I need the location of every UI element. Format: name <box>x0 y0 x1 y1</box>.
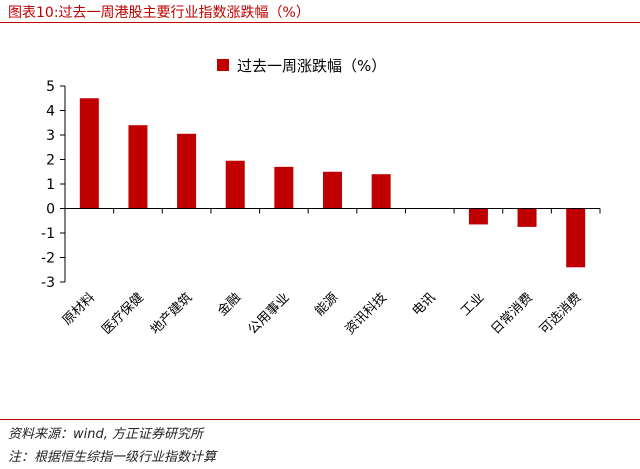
y-tick-label: 5 <box>46 79 55 95</box>
x-tick-label: 医疗保健 <box>99 290 146 337</box>
x-tick-label: 地产建筑 <box>147 290 195 338</box>
y-tick-label: 3 <box>46 128 55 144</box>
bar-6 <box>371 174 391 209</box>
title-rule <box>0 22 640 23</box>
y-tick-label: 2 <box>46 153 55 169</box>
x-tick-label: 工业 <box>458 290 487 319</box>
bar-chart: 过去一周涨跌幅（%） 5 4 3 2 1 0 -1 -2 -3 原材料 医疗保健 地产建筑 金融 公用事业能… <box>41 57 601 338</box>
y-tick-label: 1 <box>46 177 55 193</box>
y-tick-label: -1 <box>41 226 55 242</box>
x-tick-label: 原材料 <box>60 290 98 328</box>
bar-9 <box>517 208 537 227</box>
y-tick-label: -2 <box>41 251 55 267</box>
x-tick-label: 公用事业 <box>245 290 292 337</box>
x-tick-label: 电讯 <box>410 290 439 319</box>
source-text: 资料来源：wind, 方正证券研究所 <box>8 427 204 442</box>
bar-0 <box>79 98 99 209</box>
bar-4 <box>274 166 294 209</box>
y-tick-label: -3 <box>41 275 55 291</box>
bar-1 <box>128 125 148 209</box>
x-tick-label: 资讯科技 <box>343 290 390 337</box>
note-text: 注：根据恒生综指一级行业指数计算 <box>8 450 217 465</box>
x-tick-label: 能源 <box>312 290 341 319</box>
bar-3 <box>225 160 245 209</box>
bar-5 <box>323 171 342 209</box>
x-tick-label: 日常消费 <box>488 290 535 337</box>
legend-swatch <box>217 59 229 71</box>
footer-rule <box>0 419 640 420</box>
bar-10 <box>566 208 586 268</box>
bar-8 <box>468 208 488 225</box>
bar-2 <box>177 133 197 209</box>
y-tick-label: 4 <box>46 104 55 120</box>
x-tick-label: 可选消费 <box>537 290 584 337</box>
y-tick-label: 0 <box>46 202 55 218</box>
legend-label: 过去一周涨跌幅（%） <box>237 57 386 75</box>
figure-title: 图表10:过去一周港股主要行业指数涨跌幅（%） <box>8 5 310 21</box>
x-tick-label: 金融 <box>214 290 244 320</box>
